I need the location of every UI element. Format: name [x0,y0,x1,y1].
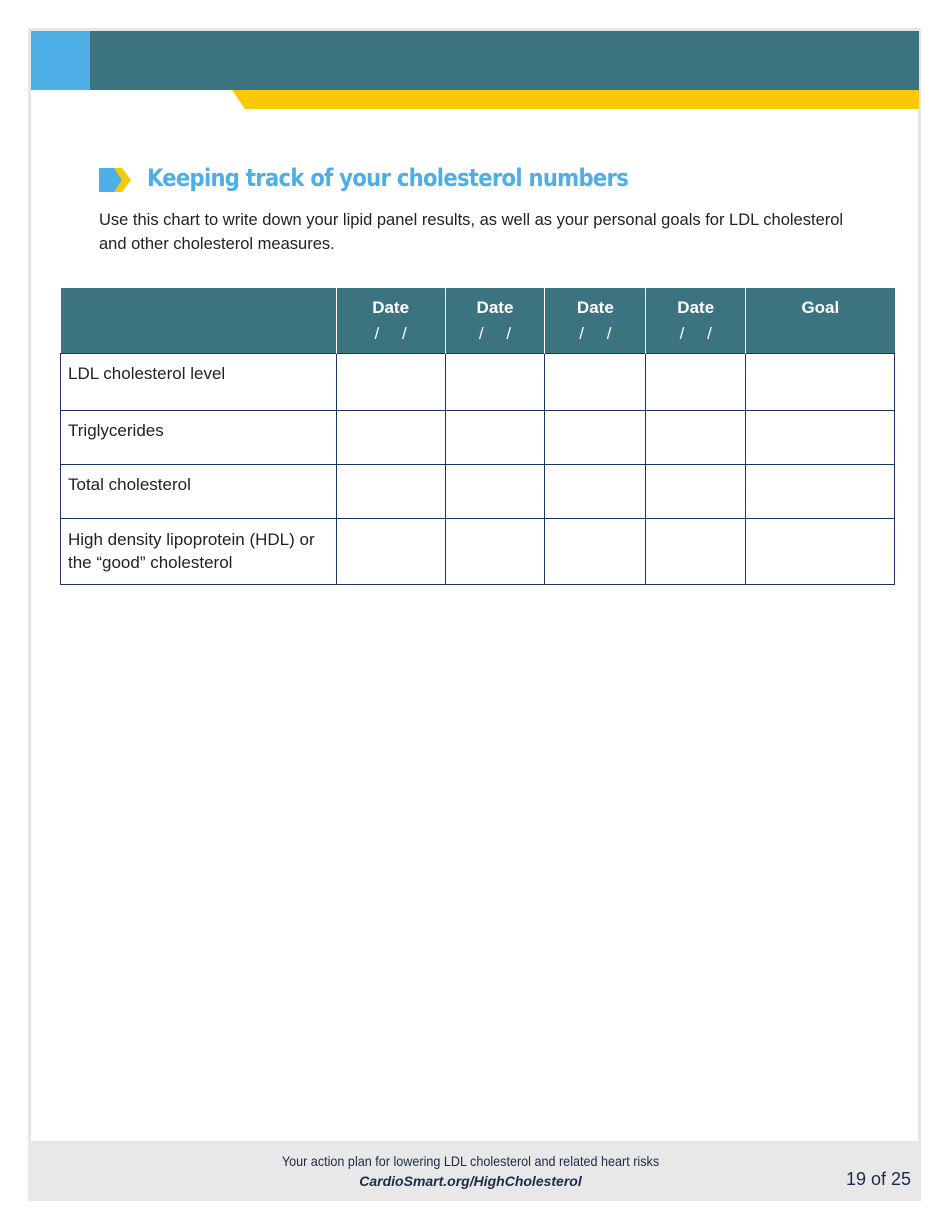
header-goal: Goal [745,288,895,353]
cell[interactable] [544,517,647,585]
header-blue-block [31,31,90,90]
footer: Your action plan for lowering LDL choles… [28,1141,921,1201]
table-row: Total cholesterol [60,463,895,519]
cell[interactable] [335,517,446,585]
cell[interactable] [544,463,647,519]
cell[interactable] [745,463,895,519]
cell[interactable] [444,352,546,411]
page [28,28,921,1201]
table-row: LDL cholesterol level [60,352,895,411]
table-row: Triglycerides [60,409,895,465]
cell[interactable] [335,463,446,519]
page-number: 19 of 25 [845,1169,911,1189]
cell[interactable] [444,463,546,519]
cell[interactable] [745,517,895,585]
cell[interactable] [645,517,747,585]
cell[interactable] [645,352,747,411]
section-title: Keeping track of your cholesterol number… [147,164,629,192]
footer-url[interactable]: CardioSmart.org/HighCholesterol [359,1173,582,1189]
cell[interactable] [645,409,747,465]
row-label: Triglycerides [60,409,337,465]
intro-text: Use this chart to write down your lipid … [99,211,844,253]
cell[interactable] [544,352,647,411]
cell[interactable] [645,463,747,519]
row-label: Total cholesterol [60,463,337,519]
chevron-arrow-icon [99,168,131,192]
header-date-1: Date / / [335,288,446,353]
header-date-2: Date / / [444,288,545,353]
header-date-3: Date / / [544,288,646,353]
cell[interactable] [745,409,895,465]
table-header-row: Date / / Date / / Date / / Date / / Goal [60,288,895,353]
header-date-4: Date / / [645,288,746,353]
cell[interactable] [335,409,446,465]
table-row: High density lipoprotein (HDL) or the “g… [60,517,895,585]
header-teal-bar [90,31,919,90]
cholesterol-table: Date / / Date / / Date / / Date / / Goal LDL… [60,288,895,585]
cell[interactable] [444,409,546,465]
header-yellow-stripe [232,90,919,109]
footer-tagline: Your action plan for lowering LDL choles… [281,1153,660,1169]
row-label: LDL cholesterol level [60,352,337,411]
cell[interactable] [745,352,895,411]
cell[interactable] [544,409,647,465]
cell[interactable] [335,352,446,411]
row-label: High density lipoprotein (HDL) or the “g… [60,517,337,585]
cell[interactable] [444,517,546,585]
header-blank [60,288,337,353]
